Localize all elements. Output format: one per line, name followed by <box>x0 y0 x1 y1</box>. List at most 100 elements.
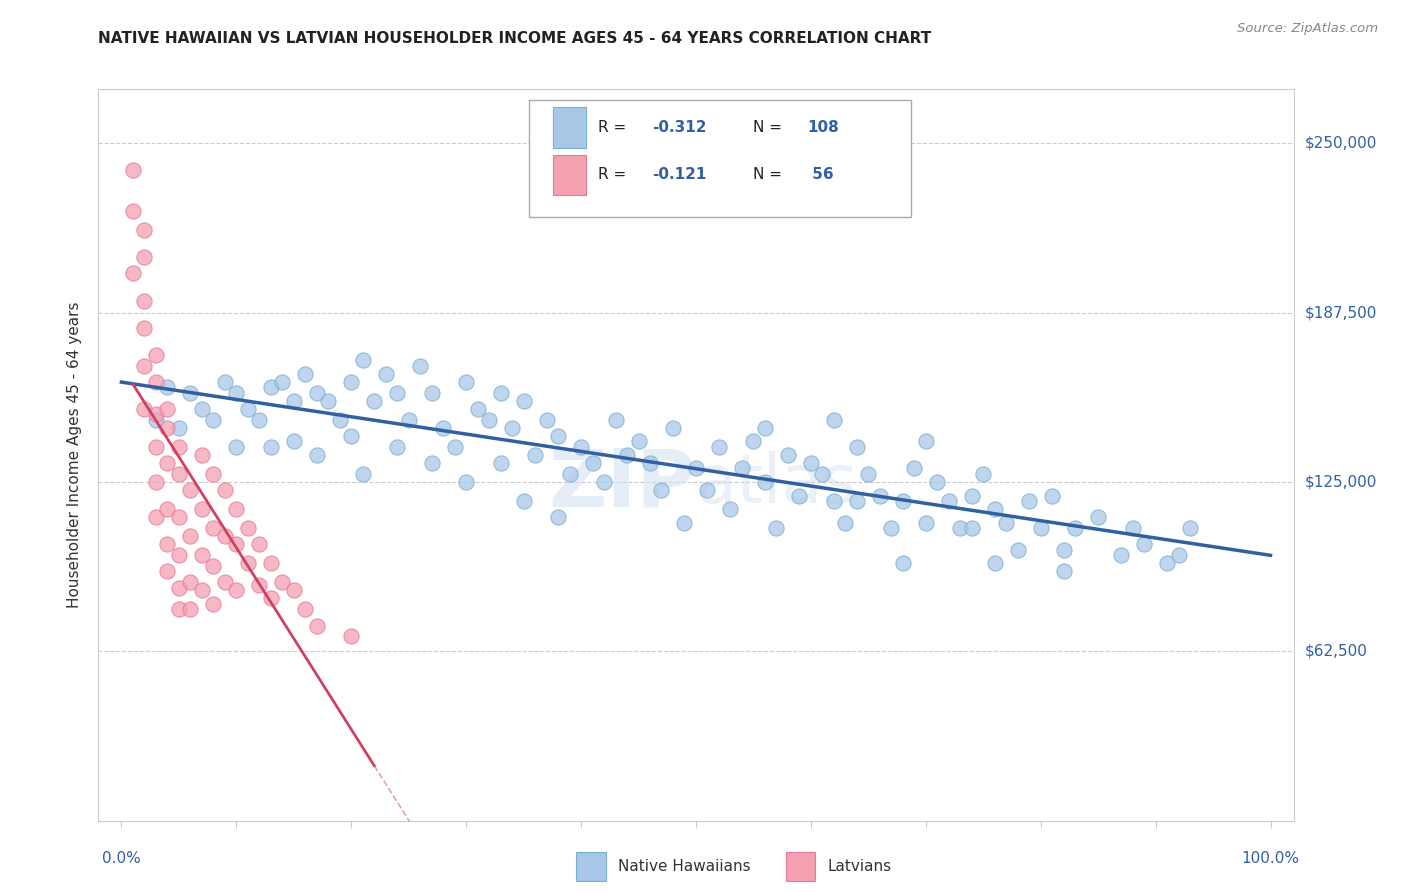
Point <box>283 583 305 598</box>
Point <box>569 440 592 454</box>
Point <box>134 293 156 308</box>
Point <box>467 401 489 416</box>
Point <box>156 401 179 416</box>
Point <box>305 385 328 400</box>
Point <box>363 393 385 408</box>
Point <box>776 448 799 462</box>
Point <box>294 367 316 381</box>
Point <box>191 583 214 598</box>
Point <box>134 223 156 237</box>
Point <box>294 602 316 616</box>
Point <box>891 494 914 508</box>
FancyBboxPatch shape <box>553 108 586 148</box>
Point <box>214 375 236 389</box>
Point <box>191 502 214 516</box>
Point <box>558 467 581 481</box>
Point <box>456 475 478 489</box>
Point <box>202 521 225 535</box>
Point <box>179 529 201 543</box>
Point <box>202 559 225 574</box>
Point <box>720 502 742 516</box>
Point <box>443 440 465 454</box>
Point <box>754 421 776 435</box>
Text: 0.0%: 0.0% <box>103 851 141 866</box>
Point <box>536 413 558 427</box>
Point <box>340 629 363 643</box>
Point <box>1040 489 1063 503</box>
Text: R =: R = <box>598 168 631 182</box>
Point <box>214 529 236 543</box>
Text: $250,000: $250,000 <box>1305 136 1376 151</box>
Point <box>811 467 834 481</box>
Point <box>800 456 823 470</box>
Point <box>742 434 765 449</box>
Point <box>214 483 236 497</box>
Point <box>983 502 1005 516</box>
Point <box>823 413 845 427</box>
Text: 108: 108 <box>807 120 839 136</box>
Point <box>352 353 374 368</box>
Point <box>191 401 214 416</box>
Point <box>845 494 868 508</box>
Point <box>134 401 156 416</box>
Point <box>731 461 754 475</box>
FancyBboxPatch shape <box>553 155 586 195</box>
Point <box>581 456 603 470</box>
Point <box>995 516 1018 530</box>
Text: 100.0%: 100.0% <box>1241 851 1299 866</box>
Point <box>960 489 983 503</box>
Point <box>225 440 247 454</box>
Point <box>983 556 1005 570</box>
Point <box>524 448 547 462</box>
Point <box>225 385 247 400</box>
Point <box>489 385 512 400</box>
Text: $62,500: $62,500 <box>1305 644 1368 659</box>
Point <box>960 521 983 535</box>
Point <box>638 456 661 470</box>
Point <box>385 440 408 454</box>
Text: N =: N = <box>754 168 787 182</box>
Point <box>271 575 294 590</box>
Point <box>352 467 374 481</box>
Text: R =: R = <box>598 120 631 136</box>
Point <box>478 413 501 427</box>
Point <box>191 448 214 462</box>
Text: Latvians: Latvians <box>827 859 891 874</box>
Point <box>512 393 534 408</box>
Point <box>696 483 718 497</box>
Point <box>547 510 569 524</box>
FancyBboxPatch shape <box>529 100 911 218</box>
Point <box>385 385 408 400</box>
Text: Native Hawaiians: Native Hawaiians <box>619 859 751 874</box>
Point <box>145 440 167 454</box>
Point <box>823 494 845 508</box>
Point <box>305 448 328 462</box>
Point <box>512 494 534 508</box>
Point <box>340 429 363 443</box>
Point <box>398 413 420 427</box>
Point <box>156 456 179 470</box>
Point <box>134 250 156 264</box>
Point <box>247 578 270 592</box>
Point <box>260 380 283 394</box>
Point <box>903 461 925 475</box>
Point <box>1007 542 1029 557</box>
Point <box>914 516 936 530</box>
Text: N =: N = <box>754 120 787 136</box>
Point <box>420 385 443 400</box>
Point <box>420 456 443 470</box>
Point <box>858 467 880 481</box>
Point <box>547 429 569 443</box>
Point <box>662 421 685 435</box>
Point <box>167 581 190 595</box>
Point <box>191 548 214 562</box>
Point <box>156 380 179 394</box>
Point <box>167 510 190 524</box>
Point <box>593 475 616 489</box>
Point <box>167 548 190 562</box>
Text: $125,000: $125,000 <box>1305 475 1376 490</box>
Point <box>1133 537 1156 551</box>
FancyBboxPatch shape <box>576 852 606 881</box>
Point <box>202 413 225 427</box>
Point <box>329 413 352 427</box>
